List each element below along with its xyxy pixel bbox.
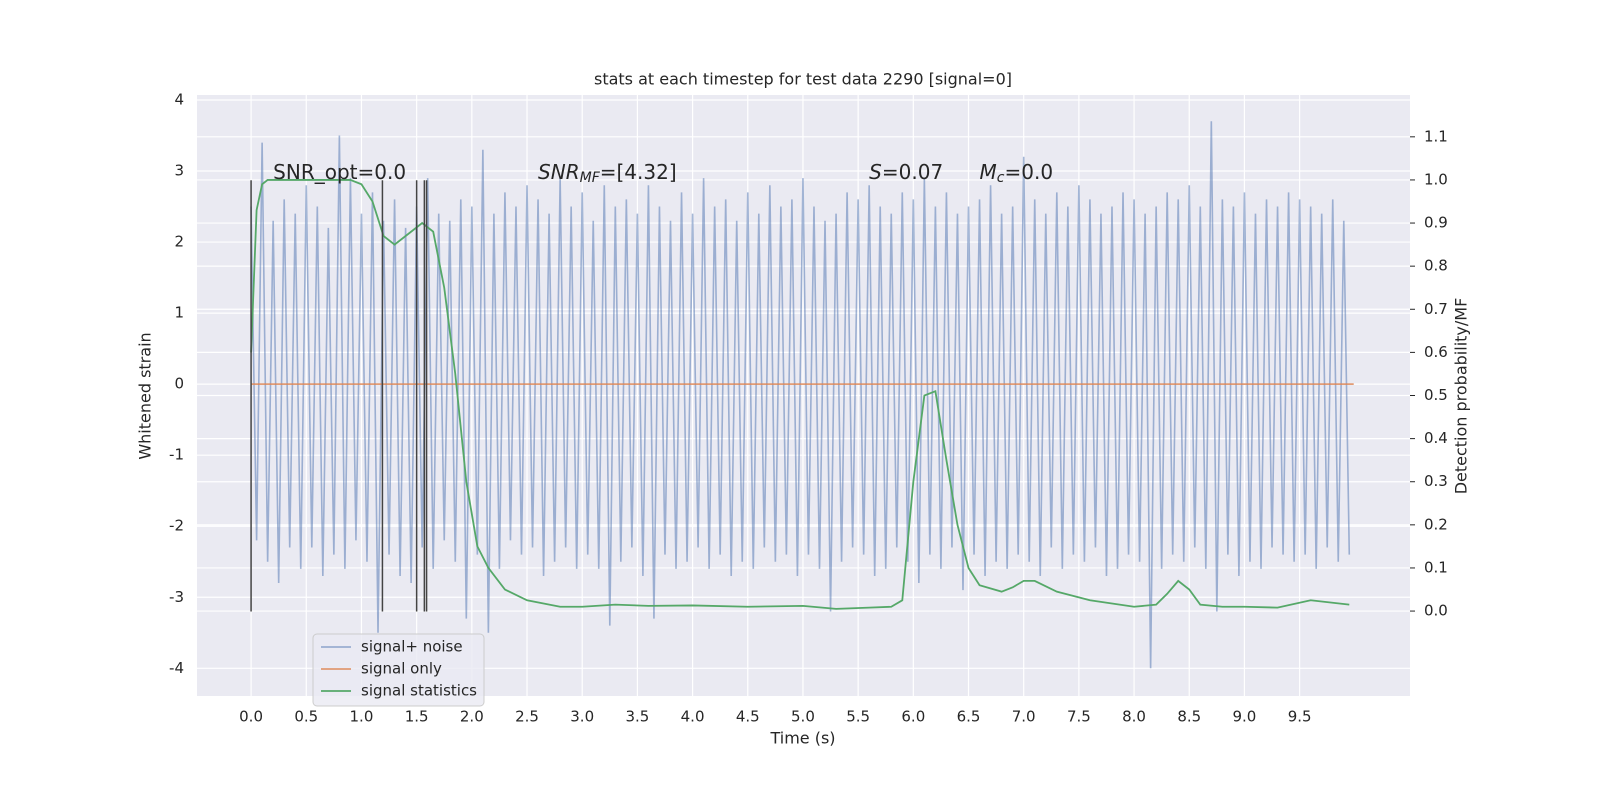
x-tick-label: 6.5 — [957, 708, 981, 726]
x-tick-label: 2.0 — [460, 708, 484, 726]
y2-tick-label: 0.8 — [1424, 257, 1448, 275]
legend-label: signal only — [361, 660, 442, 678]
annotation: SNRMF=[4.32] — [538, 160, 677, 187]
y-tick-label: -4 — [169, 659, 184, 677]
x-tick-label: 6.0 — [901, 708, 925, 726]
y-tick-label: -1 — [169, 446, 184, 464]
annotation-text: =[4.32] — [600, 160, 677, 184]
x-tick-label: 5.5 — [846, 708, 870, 726]
annotation: Mc=0.0 — [980, 160, 1054, 187]
y2-tick-label: 0.5 — [1424, 386, 1448, 404]
legend-label: signal+ noise — [361, 638, 463, 656]
x-tick-label: 5.0 — [791, 708, 815, 726]
y2-tick-label: 0.6 — [1424, 343, 1448, 361]
y-tick-label: -3 — [169, 588, 184, 606]
y2-tick-label: 0.0 — [1424, 602, 1448, 620]
chart-title: stats at each timestep for test data 229… — [594, 70, 1012, 89]
x-tick-label: 3.0 — [570, 708, 594, 726]
x-tick-label: 0.0 — [239, 708, 263, 726]
legend: signal+ noise signal only signal statistic… — [312, 633, 485, 707]
y-tick-label: -2 — [169, 517, 184, 535]
annotation-text: =0.07 — [882, 160, 943, 184]
x-tick-label: 4.5 — [736, 708, 760, 726]
annotation-base: M — [980, 160, 997, 184]
x-tick-label: 2.5 — [515, 708, 539, 726]
y2-tick-label: 0.7 — [1424, 300, 1448, 318]
x-tick-label: 7.0 — [1012, 708, 1036, 726]
y2-tick-label: 0.9 — [1424, 214, 1448, 232]
y2-tick-label: 1.1 — [1424, 127, 1448, 145]
x-axis-label: Time (s) — [769, 729, 835, 748]
y2-axis-label: Detection probability/MF — [1452, 298, 1471, 495]
labels: 0.0 0.5 1.0 1.5 2.0 2.5 3.0 3.5 4.0 4.5 5.0 5.5 6.0 6… — [169, 90, 1448, 725]
x-tick-label: 1.5 — [405, 708, 429, 726]
legend-label: signal statistics — [361, 682, 477, 700]
y-tick-label: 2 — [174, 233, 184, 251]
y-tick-label: 1 — [174, 304, 184, 322]
y2-tick-label: 0.1 — [1424, 558, 1448, 576]
x-tick-label: 0.5 — [294, 708, 318, 726]
y-tick-label: 3 — [174, 162, 184, 180]
annotation-text: =0.0 — [1005, 160, 1054, 184]
legend-box — [312, 633, 485, 707]
y2-tick-label: 0.4 — [1424, 429, 1448, 447]
marks — [250, 121, 1354, 669]
annotation-sub: MF — [580, 170, 601, 186]
y2-tick-label: 1.0 — [1424, 170, 1448, 188]
x-tick-label: 8.0 — [1122, 708, 1146, 726]
x-tick-label: 8.5 — [1177, 708, 1201, 726]
x-tick-label: 3.5 — [625, 708, 649, 726]
annotation-text: SNR_opt=0.0 — [273, 160, 406, 184]
y-axis-label: Whitened strain — [136, 332, 155, 459]
x-tick-label: 9.5 — [1288, 708, 1312, 726]
x-tick-label: 4.0 — [681, 708, 705, 726]
annotation: S=0.07 — [869, 160, 943, 184]
x-tick-label: 9.0 — [1233, 708, 1257, 726]
series-line — [250, 179, 1350, 610]
y-tick-label: 0 — [174, 375, 184, 393]
x-tick-label: 1.0 — [350, 708, 374, 726]
annotation-sub: c — [997, 170, 1005, 186]
y2-tick-label: 0.2 — [1424, 515, 1448, 533]
y2-tick-label: 0.3 — [1424, 472, 1448, 490]
annotation: SNR_opt=0.0 — [273, 160, 406, 184]
annotation-base: S — [869, 160, 882, 184]
y-tick-label: 4 — [174, 90, 184, 108]
annotation-base: SNR — [538, 160, 580, 184]
series-line — [250, 121, 1351, 669]
x-tick-label: 7.5 — [1067, 708, 1091, 726]
